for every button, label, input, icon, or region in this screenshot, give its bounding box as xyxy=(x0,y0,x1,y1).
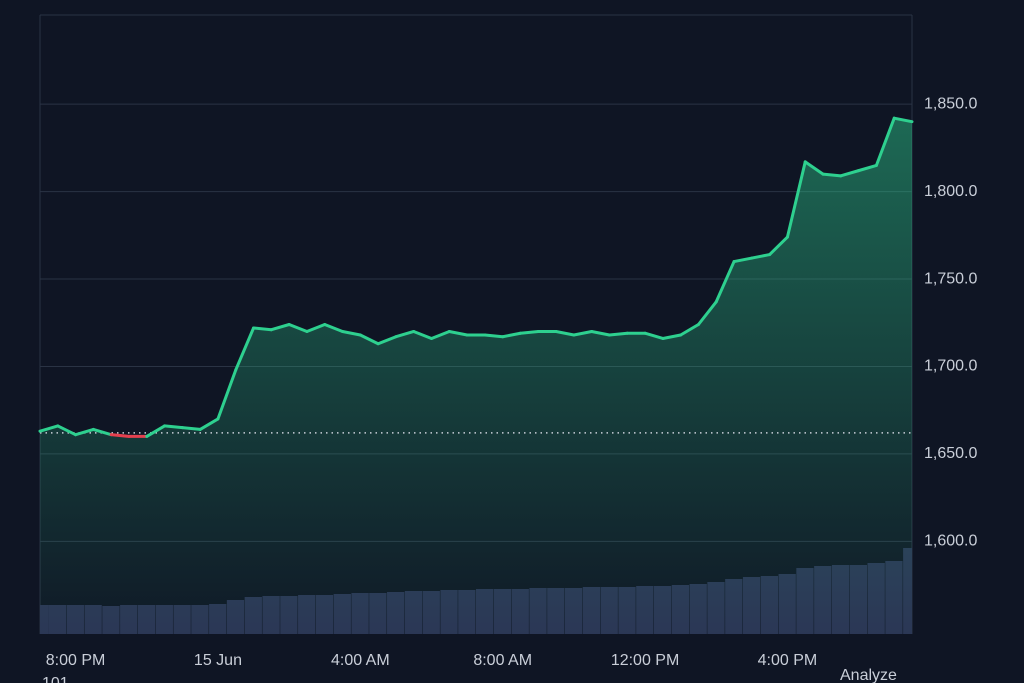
line-segment xyxy=(341,329,362,337)
line-segment xyxy=(376,335,398,346)
y-tick-label: 1,600.0 xyxy=(924,533,977,550)
line-segment xyxy=(412,329,434,340)
line-segment xyxy=(857,163,878,173)
line-segment xyxy=(447,329,469,337)
line-segment xyxy=(714,260,736,304)
x-tick-label: 12:00 PM xyxy=(611,652,679,669)
line-segment xyxy=(38,424,60,433)
line-segment xyxy=(252,326,273,332)
line-segment xyxy=(269,323,291,332)
line-segment xyxy=(483,333,505,339)
line-segment xyxy=(590,329,611,337)
line-segment xyxy=(572,329,594,337)
line-segment xyxy=(696,300,718,326)
line-segment xyxy=(163,424,184,430)
line-segment xyxy=(732,256,754,264)
line-segment xyxy=(198,417,220,431)
line-segment xyxy=(56,424,78,437)
line-segment xyxy=(234,326,256,372)
line-segment xyxy=(679,323,700,337)
x-tick-label: 4:00 AM xyxy=(331,652,390,669)
line-segment xyxy=(839,169,861,178)
line-segment xyxy=(501,331,522,339)
line-segment xyxy=(874,116,896,167)
x-tick-label: 15 Jun xyxy=(194,652,242,669)
line-segment xyxy=(216,368,238,421)
line-segment xyxy=(358,333,380,346)
line-segment xyxy=(768,235,789,257)
line-segment xyxy=(430,329,451,340)
line-segment xyxy=(518,329,540,335)
line-segment xyxy=(643,331,665,340)
line-segment xyxy=(554,329,576,337)
area xyxy=(40,118,912,634)
x-tick-label: 8:00 PM xyxy=(46,652,106,669)
y-tick-label: 1,800.0 xyxy=(924,183,977,200)
line-segment xyxy=(785,160,807,239)
line-segment xyxy=(607,331,629,337)
line-segment xyxy=(323,323,345,333)
line-segment xyxy=(180,426,202,431)
line-segment xyxy=(91,427,113,437)
line-segment xyxy=(305,323,327,333)
x-tick-label: 4:00 PM xyxy=(758,652,818,669)
line-segment xyxy=(750,253,772,260)
line-segment xyxy=(394,329,416,339)
x-tick-label: 8:00 AM xyxy=(473,652,532,669)
line-segment xyxy=(109,433,131,438)
footer-left: 101 xyxy=(42,675,69,683)
line-segment xyxy=(803,160,825,176)
line-segment xyxy=(661,333,683,340)
line-segment xyxy=(892,116,914,124)
y-tick-label: 1,850.0 xyxy=(924,95,977,112)
line-segment xyxy=(74,427,95,437)
line-segment xyxy=(145,424,167,438)
line-segment xyxy=(821,172,843,178)
y-tick-label: 1,700.0 xyxy=(924,358,977,375)
y-tick-label: 1,750.0 xyxy=(924,270,977,287)
y-tick-label: 1,650.0 xyxy=(924,445,977,462)
line-segment xyxy=(287,323,309,333)
footer-right: Analyze xyxy=(840,667,897,683)
